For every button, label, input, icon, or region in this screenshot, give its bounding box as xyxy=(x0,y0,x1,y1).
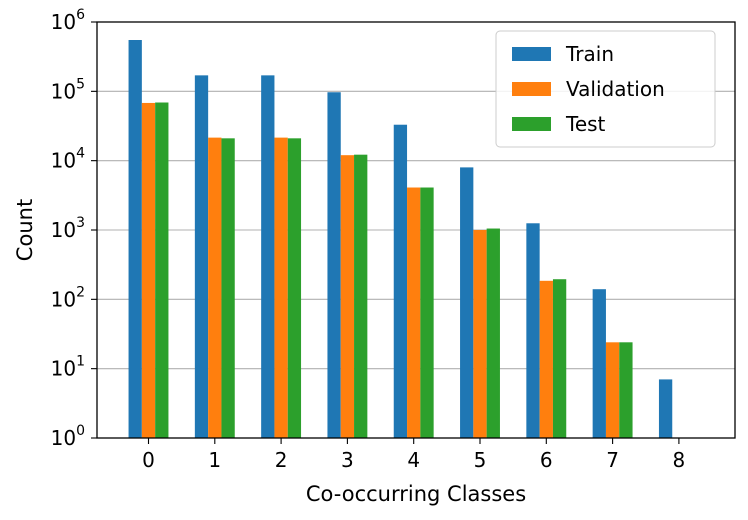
bar-validation-2 xyxy=(274,137,288,438)
y-tick-label: 102 xyxy=(51,284,85,311)
x-tick-label: 3 xyxy=(341,448,354,472)
x-axis: 0 1 2 3 4 5 6 7 8 xyxy=(142,438,685,472)
bar-train-0 xyxy=(128,40,142,438)
x-tick-label: 7 xyxy=(606,448,619,472)
bar-validation-0 xyxy=(141,102,156,438)
x-tick-label: 0 xyxy=(142,448,155,472)
bar-train-5 xyxy=(460,167,474,439)
bar-validation-6 xyxy=(539,280,553,438)
x-tick-label: 2 xyxy=(275,448,288,472)
y-tick-exponent: 5 xyxy=(76,76,85,92)
bar-test-3 xyxy=(354,154,368,438)
x-tick-label: 8 xyxy=(673,448,686,472)
y-tick-label: 100 xyxy=(51,423,85,450)
y-tick-base: 10 xyxy=(51,149,76,173)
y-tick-base: 10 xyxy=(51,10,76,34)
bar-validation-4 xyxy=(407,187,421,438)
bar-train-4 xyxy=(393,124,408,438)
bar-test-2 xyxy=(287,138,302,439)
bar-test-7 xyxy=(619,342,633,438)
bar-train-7 xyxy=(592,289,606,438)
legend-swatch-validation xyxy=(512,82,551,96)
x-tick-label: 6 xyxy=(540,448,553,472)
x-tick-label: 1 xyxy=(208,448,221,472)
y-tick-exponent: 0 xyxy=(76,423,85,439)
y-axis-label: Count xyxy=(13,199,37,261)
y-tick-base: 10 xyxy=(51,287,76,311)
bar-validation-5 xyxy=(473,230,487,438)
x-tick-label: 4 xyxy=(407,448,420,472)
bar-test-6 xyxy=(552,279,567,438)
y-tick-exponent: 6 xyxy=(76,7,85,23)
bar-validation-3 xyxy=(340,155,355,439)
y-tick-label: 103 xyxy=(51,215,85,242)
y-tick-label: 106 xyxy=(51,7,85,34)
bar-train-1 xyxy=(194,75,209,439)
bar-validation-1 xyxy=(208,137,222,438)
bar-train-2 xyxy=(261,75,275,439)
y-tick-base: 10 xyxy=(51,79,76,103)
y-tick-label: 101 xyxy=(51,354,85,381)
bar-train-6 xyxy=(526,223,540,438)
bar-train-8 xyxy=(658,379,673,438)
x-tick-label: 5 xyxy=(474,448,487,472)
bar-test-0 xyxy=(155,102,169,438)
legend-label-train: Train xyxy=(565,42,614,66)
bars xyxy=(128,40,673,439)
y-tick-exponent: 1 xyxy=(76,354,85,370)
x-axis-label: Co-occurring Classes xyxy=(306,482,526,506)
legend-swatch-test xyxy=(512,117,551,131)
legend-label-test: Test xyxy=(565,112,606,136)
legend: Train Validation Test xyxy=(495,30,716,148)
bar-test-5 xyxy=(486,228,500,438)
bar-train-3 xyxy=(327,92,341,439)
bar-test-1 xyxy=(221,138,235,439)
y-tick-base: 10 xyxy=(51,357,76,381)
y-tick-base: 10 xyxy=(51,218,76,242)
y-tick-exponent: 4 xyxy=(76,146,85,162)
legend-swatch-train xyxy=(512,47,551,61)
bar-validation-7 xyxy=(605,342,620,438)
y-tick-exponent: 3 xyxy=(76,215,85,231)
y-tick-label: 104 xyxy=(51,146,85,173)
y-tick-label: 105 xyxy=(51,76,85,103)
bar-test-4 xyxy=(420,187,434,438)
y-tick-base: 10 xyxy=(51,426,76,450)
legend-label-validation: Validation xyxy=(566,77,665,101)
y-tick-exponent: 2 xyxy=(76,284,85,300)
